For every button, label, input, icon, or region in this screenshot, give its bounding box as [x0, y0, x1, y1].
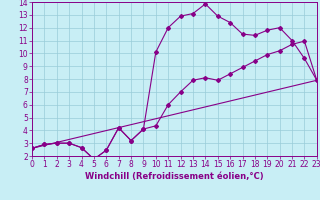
- X-axis label: Windchill (Refroidissement éolien,°C): Windchill (Refroidissement éolien,°C): [85, 172, 264, 181]
